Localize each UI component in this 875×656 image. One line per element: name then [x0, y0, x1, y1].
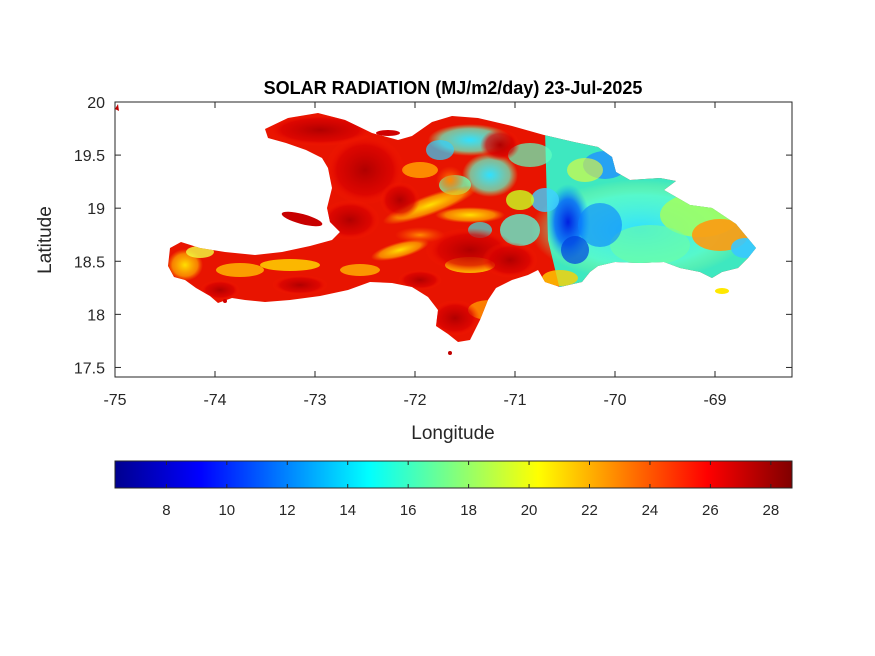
- y-tick-label: 19.5: [74, 148, 105, 165]
- x-tick-label: -71: [503, 392, 526, 409]
- colorbar-tick-label: 10: [218, 502, 235, 519]
- gonave-island: [281, 211, 323, 227]
- y-tick-label: 17.5: [74, 360, 105, 377]
- colorbar-tick-label: 8: [162, 502, 170, 519]
- x-tick-label: -75: [103, 392, 126, 409]
- colorbar-ticks: 8 10 12 14 16 18 20 22 24 26 28: [162, 461, 779, 519]
- tortuga-island: [376, 130, 400, 136]
- chart-title: SOLAR RADIATION (MJ/m2/day) 23-Jul-2025: [264, 78, 643, 98]
- x-axis-label: Longitude: [411, 423, 494, 444]
- x-tick-label: -74: [203, 392, 226, 409]
- colorbar-tick-label: 16: [400, 502, 417, 519]
- beata-island: [448, 351, 452, 355]
- y-tick-label: 18: [87, 307, 105, 324]
- navassa-island: [223, 299, 227, 303]
- y-tick-label: 18.5: [74, 254, 105, 271]
- corner-pixel: [115, 104, 119, 111]
- colorbar-tick-label: 22: [581, 502, 598, 519]
- colorbar-tick-label: 20: [521, 502, 538, 519]
- x-tick-label: -72: [403, 392, 426, 409]
- y-axis: 20 19.5 19 18.5 18 17.5: [74, 95, 792, 377]
- x-tick-label: -70: [603, 392, 626, 409]
- x-tick-label: -69: [703, 392, 726, 409]
- y-tick-label: 20: [87, 95, 105, 112]
- x-tick-label: -73: [303, 392, 326, 409]
- colorbar-tick-label: 28: [763, 502, 780, 519]
- y-tick-label: 19: [87, 201, 105, 218]
- colorbar-tick-label: 14: [339, 502, 356, 519]
- colorbar-tick-label: 26: [702, 502, 719, 519]
- colorbar-tick-label: 18: [460, 502, 477, 519]
- colorbar-tick-label: 12: [279, 502, 296, 519]
- colorbar: [114, 460, 793, 489]
- y-axis-label: Latitude: [35, 206, 56, 274]
- saona-island: [715, 288, 729, 294]
- colorbar-tick-label: 24: [642, 502, 659, 519]
- x-axis: -75 -74 -73 -72 -71 -70 -69: [103, 102, 727, 409]
